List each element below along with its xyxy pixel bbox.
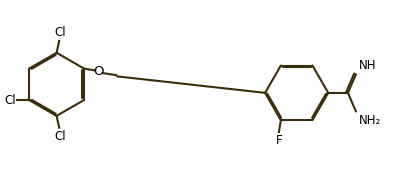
Text: NH₂: NH₂ — [358, 114, 381, 127]
Text: Cl: Cl — [54, 130, 66, 143]
Text: O: O — [93, 65, 104, 78]
Text: Cl: Cl — [4, 94, 16, 107]
Text: F: F — [276, 134, 283, 147]
Text: Cl: Cl — [54, 26, 66, 39]
Text: NH: NH — [358, 59, 376, 72]
